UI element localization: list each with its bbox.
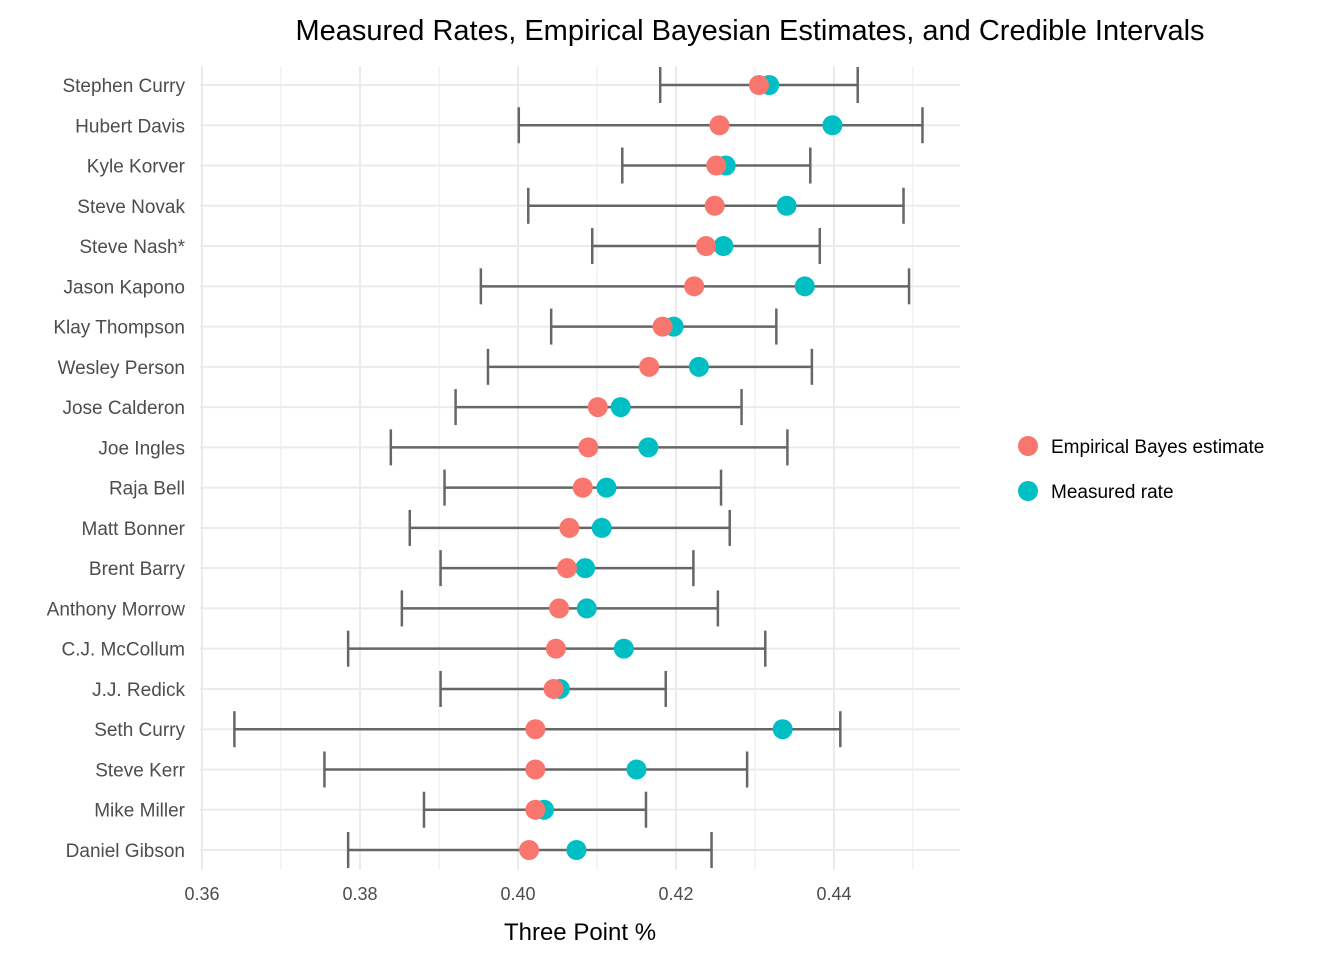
eb-point — [559, 517, 580, 538]
eb-point — [572, 477, 593, 498]
measured-point — [772, 719, 793, 740]
measured-point — [713, 236, 734, 257]
y-tick-label: Daniel Gibson — [66, 841, 185, 862]
y-tick-labels: Stephen Curry Hubert Davis Kyle Korver Stev… — [47, 76, 186, 862]
eb-point — [549, 598, 570, 619]
measured-point — [638, 437, 659, 458]
y-tick-label: Steve Kerr — [95, 760, 185, 781]
measured-point — [776, 195, 797, 216]
legend-swatch — [1018, 436, 1038, 456]
eb-point — [704, 195, 725, 216]
legend: Empirical Bayes estimate Measured rate — [1018, 436, 1264, 503]
measured-point — [591, 517, 612, 538]
y-tick-label: C.J. McCollum — [61, 640, 185, 661]
legend-swatch — [1018, 481, 1038, 501]
eb-point — [587, 397, 608, 418]
measured-point — [610, 397, 631, 418]
eb-point — [578, 437, 599, 458]
legend-item: Measured rate — [1018, 481, 1174, 503]
legend-label: Measured rate — [1051, 482, 1174, 503]
grid — [200, 66, 960, 870]
eb-point — [684, 276, 705, 297]
measured-point — [576, 598, 597, 619]
eb-point — [525, 719, 546, 740]
eb-point — [706, 155, 727, 176]
y-tick-label: J.J. Redick — [92, 680, 185, 701]
y-tick-label: Anthony Morrow — [47, 599, 186, 620]
y-tick-label: Matt Bonner — [82, 519, 186, 540]
eb-point — [709, 115, 730, 136]
y-tick-label: Mike Miller — [94, 801, 185, 822]
eb-point — [652, 316, 673, 337]
y-tick-label: Hubert Davis — [75, 116, 185, 137]
x-tick-label: 0.40 — [500, 884, 535, 904]
y-tick-label: Jose Calderon — [62, 398, 185, 419]
y-tick-label: Stephen Curry — [62, 76, 185, 97]
y-tick-label: Jason Kapono — [64, 277, 186, 298]
measured-point — [794, 276, 815, 297]
eb-point — [545, 638, 566, 659]
chart-title: Measured Rates, Empirical Bayesian Estim… — [295, 15, 1204, 47]
x-tick-labels: 0.36 0.38 0.40 0.42 0.44 — [184, 884, 851, 904]
error-bars — [233, 67, 924, 868]
eb-point — [525, 759, 546, 780]
measured-point — [688, 356, 709, 377]
legend-item: Empirical Bayes estimate — [1018, 436, 1264, 458]
measured-points — [534, 75, 843, 860]
eb-point — [639, 356, 660, 377]
eb-point — [543, 678, 564, 699]
measured-point — [613, 638, 634, 659]
y-tick-label: Wesley Person — [58, 358, 185, 379]
eb-point — [525, 799, 546, 820]
y-tick-label: Raja Bell — [109, 479, 185, 500]
measured-point — [566, 840, 587, 860]
eb-point — [519, 840, 540, 860]
y-tick-label: Seth Curry — [94, 720, 185, 741]
x-tick-label: 0.44 — [816, 884, 851, 904]
measured-point — [596, 477, 617, 498]
y-tick-label: Steve Nash* — [79, 237, 185, 258]
eb-points — [519, 75, 769, 860]
eb-point — [556, 558, 577, 579]
eb-point — [696, 236, 717, 257]
measured-point — [822, 115, 843, 136]
eb-point — [748, 75, 769, 95]
measured-point — [575, 558, 596, 579]
y-tick-label: Steve Novak — [77, 197, 185, 218]
measured-point — [626, 759, 647, 780]
x-tick-label: 0.38 — [342, 884, 377, 904]
x-tick-label: 0.42 — [658, 884, 693, 904]
y-tick-label: Joe Ingles — [98, 438, 185, 459]
x-tick-label: 0.36 — [184, 884, 219, 904]
legend-label: Empirical Bayes estimate — [1051, 437, 1264, 458]
x-axis-label: Three Point % — [504, 919, 656, 946]
y-tick-label: Brent Barry — [89, 559, 186, 580]
y-tick-label: Kyle Korver — [87, 157, 186, 178]
y-tick-label: Klay Thompson — [53, 318, 185, 339]
